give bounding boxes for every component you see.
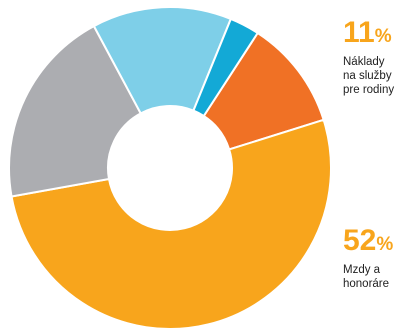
callout-services-value: 11 (343, 16, 375, 49)
callout-services-unit: % (374, 26, 392, 47)
callout-services-label-line: pre rodiny (343, 84, 395, 96)
callout-wages-label-line: honoráre (343, 278, 390, 290)
callout-services: 11% Náklady na služby pre rodiny (343, 18, 394, 97)
callout-services-percent: 11% (343, 18, 394, 52)
callout-wages-unit: % (376, 234, 394, 255)
callout-services-label-line: na služby (343, 70, 392, 82)
donut-slice-4 (192, 17, 260, 118)
callout-wages-label: Mzdy a honoráre (343, 263, 393, 291)
donut-slice-2 (8, 24, 143, 198)
callout-wages-value: 52 (343, 224, 377, 257)
donut-slice-3 (92, 6, 233, 115)
callout-wages: 52% Mzdy a honoráre (343, 226, 393, 291)
donut-slice-1 (10, 118, 332, 330)
callout-wages-label-line: Mzdy a (343, 264, 381, 276)
callout-wages-percent: 52% (343, 226, 393, 260)
callout-services-label: Náklady na služby pre rodiny (343, 55, 394, 97)
callout-services-label-line: Náklady (343, 56, 385, 68)
